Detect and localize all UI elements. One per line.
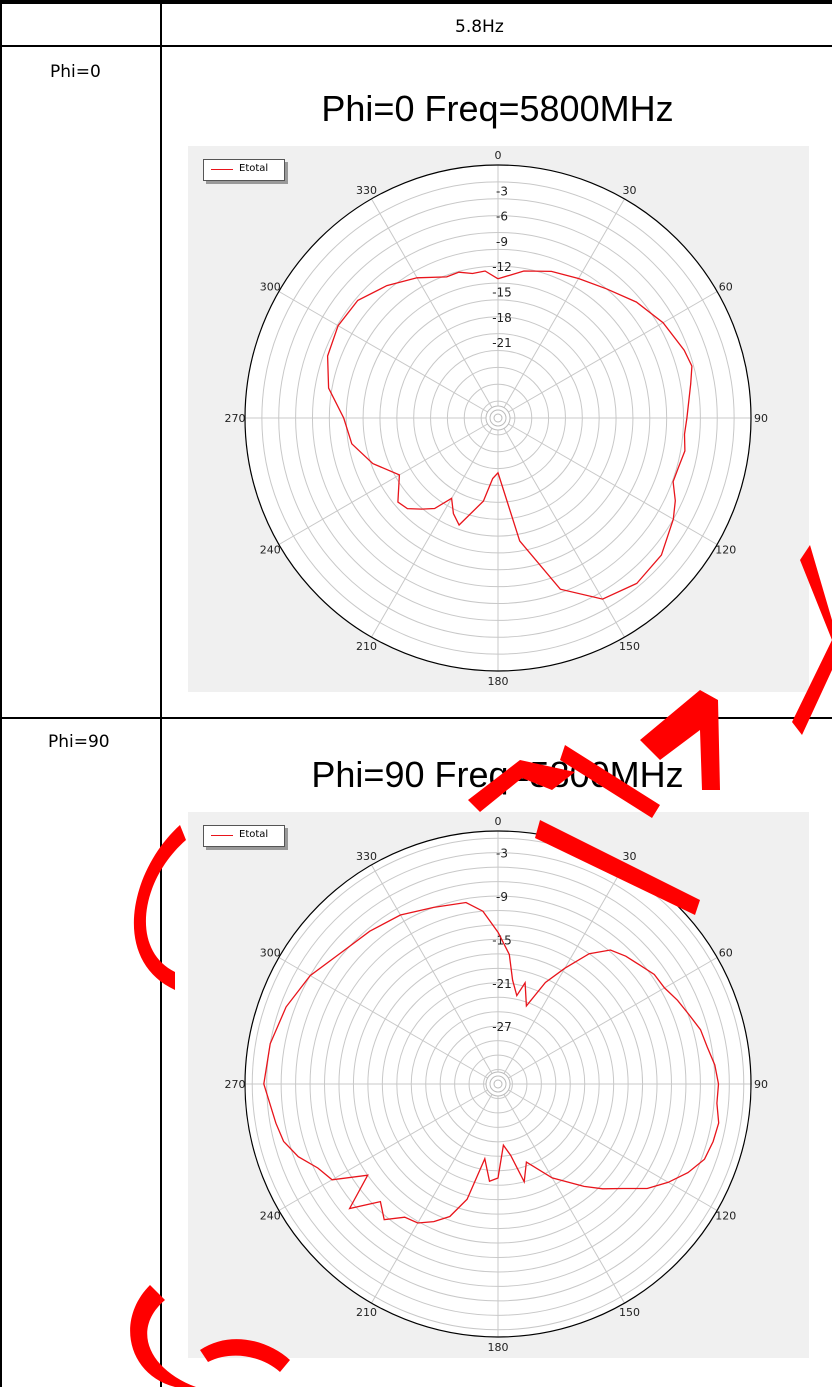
angle-tick-label: 240 bbox=[260, 544, 281, 557]
watermark-stroke bbox=[130, 1285, 196, 1387]
table-top-border bbox=[0, 0, 832, 4]
watermark-stroke bbox=[560, 745, 660, 818]
grid-spoke bbox=[503, 1094, 625, 1304]
row-label-phi-90: Phi=90 bbox=[48, 732, 110, 752]
series-line-etotal bbox=[326, 270, 693, 600]
polar-grid bbox=[244, 830, 752, 1338]
polar-chart-phi-0: 0 30 60 90 120 150 180 210 240 270 300 330 -3 -6 -9 -12… bbox=[188, 146, 809, 692]
angle-tick-label: 60 bbox=[719, 947, 733, 960]
watermark-stroke bbox=[200, 1339, 290, 1372]
grid-spoke bbox=[371, 864, 493, 1074]
angle-tick-label: 330 bbox=[356, 184, 377, 197]
angle-tick-label: 240 bbox=[260, 1210, 281, 1223]
radial-tick-label: -9 bbox=[496, 890, 508, 904]
plot-area bbox=[245, 165, 751, 671]
radial-tick-label: -15 bbox=[492, 286, 512, 300]
grid-spoke bbox=[278, 423, 488, 545]
watermark-stroke bbox=[535, 820, 700, 915]
radial-tick-label: -12 bbox=[492, 260, 512, 274]
angle-tick-label: 90 bbox=[754, 1078, 768, 1091]
polar-plot-phi-0: 0 30 60 90 120 150 180 210 240 270 300 330 -3 -6 -9 -12… bbox=[225, 149, 769, 688]
angle-tick-label: 60 bbox=[719, 281, 733, 294]
watermark-stroke bbox=[640, 690, 720, 790]
radial-tick-label: -3 bbox=[496, 847, 508, 861]
polar-grid bbox=[244, 164, 752, 672]
angle-tick-label: 150 bbox=[619, 1306, 640, 1319]
grid-spoke bbox=[278, 291, 488, 413]
angle-tick-label: 210 bbox=[356, 640, 377, 653]
row-label-phi-0: Phi=0 bbox=[50, 62, 101, 82]
grid-spoke bbox=[503, 428, 625, 638]
radial-tick-label: -21 bbox=[492, 977, 512, 991]
angle-tick-label: 0 bbox=[495, 149, 502, 162]
watermark-stroke bbox=[800, 545, 832, 640]
grid-spoke bbox=[508, 291, 718, 413]
center-ring bbox=[485, 1071, 511, 1097]
legend-label: Etotal bbox=[239, 163, 269, 174]
outer-ring bbox=[244, 830, 752, 1338]
radial-tick-label: -18 bbox=[492, 311, 512, 325]
radial-tick-label: -21 bbox=[492, 336, 512, 350]
center-ring bbox=[493, 413, 503, 423]
grid-spoke bbox=[508, 957, 718, 1079]
angle-tick-label: 270 bbox=[225, 1078, 246, 1091]
radial-tick-label: -9 bbox=[496, 235, 508, 249]
grid-spoke bbox=[371, 428, 493, 638]
angle-tick-label: 180 bbox=[488, 1341, 509, 1354]
table-left-border bbox=[0, 0, 2, 1387]
grid-spoke bbox=[371, 1094, 493, 1304]
grid-spoke bbox=[503, 198, 625, 408]
angle-tick-label: 150 bbox=[619, 640, 640, 653]
table-row-divider-2 bbox=[0, 717, 832, 719]
angle-tick-label: 210 bbox=[356, 1306, 377, 1319]
angle-tick-label: 0 bbox=[495, 815, 502, 828]
angle-tick-label: 180 bbox=[488, 675, 509, 688]
outer-ring bbox=[244, 164, 752, 672]
center-ring bbox=[493, 1079, 503, 1089]
series-line-etotal bbox=[263, 901, 720, 1224]
plot-area bbox=[245, 831, 751, 1337]
watermark-stroke bbox=[792, 640, 832, 735]
angle-tick-label: 90 bbox=[754, 412, 768, 425]
legend-label: Etotal bbox=[239, 829, 269, 840]
angle-tick-label: 330 bbox=[356, 850, 377, 863]
grid-spoke bbox=[278, 957, 488, 1079]
chart-title-phi-0: Phi=0 Freq=5800MHz bbox=[321, 88, 674, 129]
grid-spoke bbox=[371, 198, 493, 408]
table-column-divider bbox=[160, 0, 162, 1387]
angle-tick-label: 30 bbox=[623, 184, 637, 197]
legend-swatch-icon bbox=[211, 835, 233, 836]
center-ring bbox=[489, 1075, 507, 1093]
angle-tick-label: 30 bbox=[623, 850, 637, 863]
center-ring bbox=[489, 409, 507, 427]
radial-tick-label: -3 bbox=[496, 184, 508, 198]
angle-tick-label: 270 bbox=[225, 412, 246, 425]
legend-phi-90: Etotal bbox=[203, 825, 285, 847]
legend-swatch-icon bbox=[211, 169, 233, 170]
angle-tick-label: 300 bbox=[260, 947, 281, 960]
angle-tick-label: 300 bbox=[260, 281, 281, 294]
grid-spoke bbox=[278, 1089, 488, 1211]
watermark-stroke bbox=[133, 825, 186, 990]
column-header: 5.8Hz bbox=[455, 17, 504, 37]
table-row-divider-1 bbox=[0, 45, 832, 47]
angle-tick-label: 120 bbox=[715, 1210, 736, 1223]
grid-spoke bbox=[508, 423, 718, 545]
watermark-stroke bbox=[468, 760, 575, 812]
angle-tick-label: 120 bbox=[715, 544, 736, 557]
radial-tick-label: -27 bbox=[492, 1020, 512, 1034]
grid-spoke bbox=[508, 1089, 718, 1211]
center-ring bbox=[485, 405, 511, 431]
radial-tick-label: -6 bbox=[496, 210, 508, 224]
polar-chart-phi-90: 0 30 60 90 120 150 180 210 240 270 300 330 -3 -9 -15 -2… bbox=[188, 812, 809, 1358]
legend-phi-0: Etotal bbox=[203, 159, 285, 181]
